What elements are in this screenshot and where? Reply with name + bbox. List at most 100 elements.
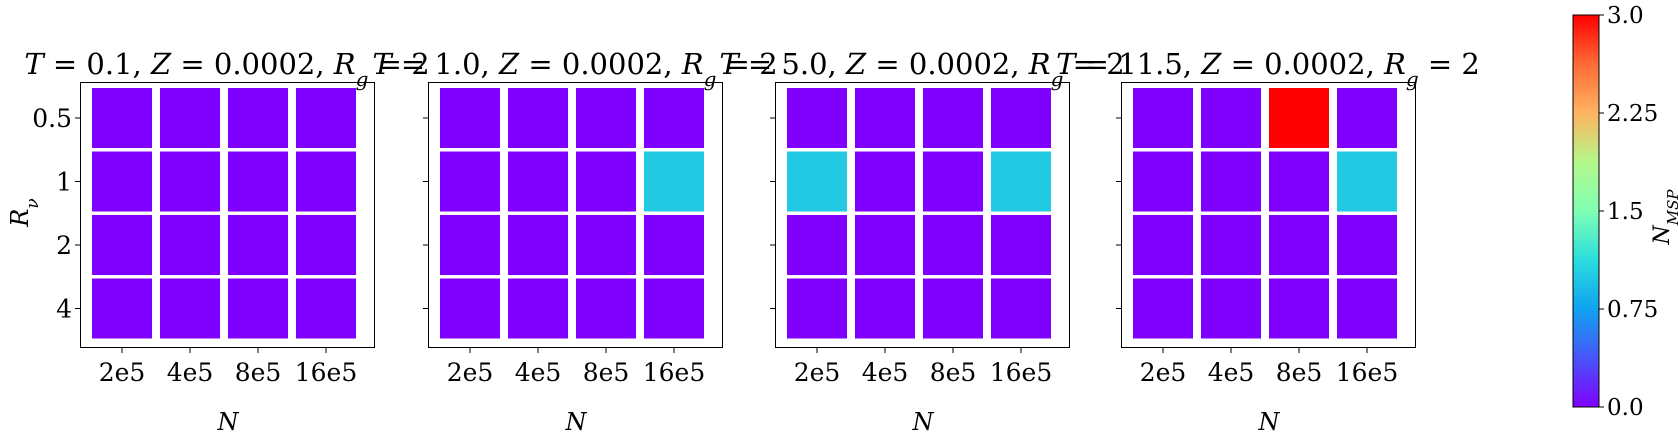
colorbar-tick-label: 3.0: [1607, 3, 1644, 29]
heatmap-cell: [1337, 278, 1397, 339]
heatmap-panel: T = 5.0, Z = 0.0002, Rg = 2 2e5 4e5 8e5 16e5…: [719, 47, 1124, 436]
heatmap-cell: [787, 151, 847, 212]
panel-title: T = 5.0, Z = 0.0002, Rg = 2: [719, 47, 1124, 91]
heatmap-cell: [296, 215, 356, 275]
heatmap-cell: [991, 151, 1051, 212]
heatmap-cell: [991, 215, 1051, 275]
heatmap-cell: [1201, 151, 1261, 212]
y-tick-label: 4: [56, 295, 72, 324]
heatmap-cell: [576, 88, 636, 148]
heatmap-cell: [644, 278, 704, 339]
heatmap-cell: [508, 88, 568, 148]
heatmap-panel: T = 1.0, Z = 0.0002, Rg = 2 2e5 4e5 8e5 16e5…: [372, 47, 777, 436]
heatmap-cell: [644, 215, 704, 275]
x-tick-label: 16e5: [1336, 358, 1399, 387]
x-tick-label: 8e5: [235, 358, 282, 387]
heatmap-cell: [1201, 215, 1261, 275]
heatmap-cell: [923, 278, 983, 339]
x-axis-label: N: [217, 408, 240, 436]
heatmap-cell: [440, 215, 500, 275]
heatmap-cell: [508, 151, 568, 212]
heatmap-cell: [855, 278, 915, 339]
heatmap-cell: [787, 88, 847, 148]
panel-frame: [775, 82, 1070, 348]
heatmap-cell: [1337, 88, 1397, 148]
x-tick-label: 8e5: [930, 358, 977, 387]
heatmap-cell: [440, 151, 500, 212]
heatmap-cell: [576, 151, 636, 212]
panel-title: T = 11.5, Z = 0.0002, Rg = 2: [1056, 47, 1480, 91]
heatmap-cell: [228, 215, 288, 275]
heatmap-panel: T = 11.5, Z = 0.0002, Rg = 2 2e5 4e5 8e5 16e…: [1056, 47, 1480, 436]
heatmap-cell: [1269, 215, 1329, 275]
heatmap-cell: [644, 88, 704, 148]
heatmap-cell: [296, 88, 356, 148]
heatmap-cell: [1269, 151, 1329, 212]
heatmap-cell: [296, 278, 356, 339]
heatmap-panel: T = 0.1, Z = 0.0002, Rg = 2 2e5 4e5 8e5 16e5…: [6, 47, 430, 436]
heatmap-cell: [228, 151, 288, 212]
heatmap-cell: [1201, 278, 1261, 339]
heatmap-cell: [92, 88, 152, 148]
heatmap-cell: [160, 215, 220, 275]
heatmap-cell: [1337, 215, 1397, 275]
heatmap-cell: [228, 88, 288, 148]
colorbar-tick-label: 1.5: [1607, 199, 1644, 225]
panel-title: T = 0.1, Z = 0.0002, Rg = 2: [24, 47, 429, 91]
heatmap-cell: [991, 88, 1051, 148]
x-tick-label: 16e5: [990, 358, 1053, 387]
heatmap-cell: [1269, 278, 1329, 339]
colorbar-label: NMSP: [1650, 189, 1678, 246]
heatmap-cell: [855, 151, 915, 212]
x-tick-label: 4e5: [1208, 358, 1255, 387]
heatmap-cell: [1133, 278, 1193, 339]
heatmap-cell: [296, 151, 356, 212]
x-tick-label: 2e5: [1140, 358, 1187, 387]
colorbar-tick-label: 0.75: [1607, 297, 1658, 323]
heatmap-cell: [923, 215, 983, 275]
panel-title: T = 1.0, Z = 0.0002, Rg = 2: [372, 47, 777, 91]
heatmap-cell: [228, 278, 288, 339]
heatmap-cell: [160, 151, 220, 212]
heatmap-panels: T = 0.1, Z = 0.0002, Rg = 2 2e5 4e5 8e5 16e5…: [6, 47, 1480, 436]
colorbar-gradient: [1572, 14, 1600, 408]
colorbar: 0.0 0.75 1.5 2.25 3.0 NMSP: [1572, 3, 1678, 421]
heatmap-cell: [1133, 151, 1193, 212]
x-axis-label: N: [1258, 408, 1281, 436]
colorbar-tick-label: 0.0: [1607, 395, 1644, 421]
heatmap-cell: [644, 151, 704, 212]
heatmap-cell: [991, 278, 1051, 339]
panel-frame: [428, 82, 723, 348]
heatmap-cell: [1269, 88, 1329, 148]
panel-frame: [1121, 82, 1416, 348]
heatmap-cell: [1133, 215, 1193, 275]
heatmap-cell: [923, 151, 983, 212]
x-tick-label: 8e5: [583, 358, 630, 387]
heatmap-cell: [508, 215, 568, 275]
heatmap-cell: [92, 215, 152, 275]
heatmap-cell: [787, 215, 847, 275]
x-tick-label: 16e5: [643, 358, 706, 387]
heatmap-cell: [923, 88, 983, 148]
x-axis-label: N: [912, 408, 935, 436]
x-axis-label: N: [565, 408, 588, 436]
heatmap-cell: [576, 215, 636, 275]
x-tick-label: 16e5: [295, 358, 358, 387]
x-tick-label: 4e5: [515, 358, 562, 387]
heatmap-cell: [787, 278, 847, 339]
x-tick-label: 2e5: [794, 358, 841, 387]
heatmap-cell: [440, 278, 500, 339]
heatmap-cell: [576, 278, 636, 339]
heatmap-cell: [440, 88, 500, 148]
x-tick-label: 2e5: [447, 358, 494, 387]
heatmap-cell: [1133, 88, 1193, 148]
heatmap-cell: [1201, 88, 1261, 148]
x-tick-label: 4e5: [862, 358, 909, 387]
heatmap-cell: [92, 151, 152, 212]
heatmap-cell: [1337, 151, 1397, 212]
x-tick-label: 4e5: [167, 358, 214, 387]
y-tick-label: 1: [56, 168, 72, 197]
x-tick-label: 2e5: [99, 358, 146, 387]
colorbar-tick-label: 2.25: [1607, 101, 1658, 127]
heatmap-cell: [160, 278, 220, 339]
